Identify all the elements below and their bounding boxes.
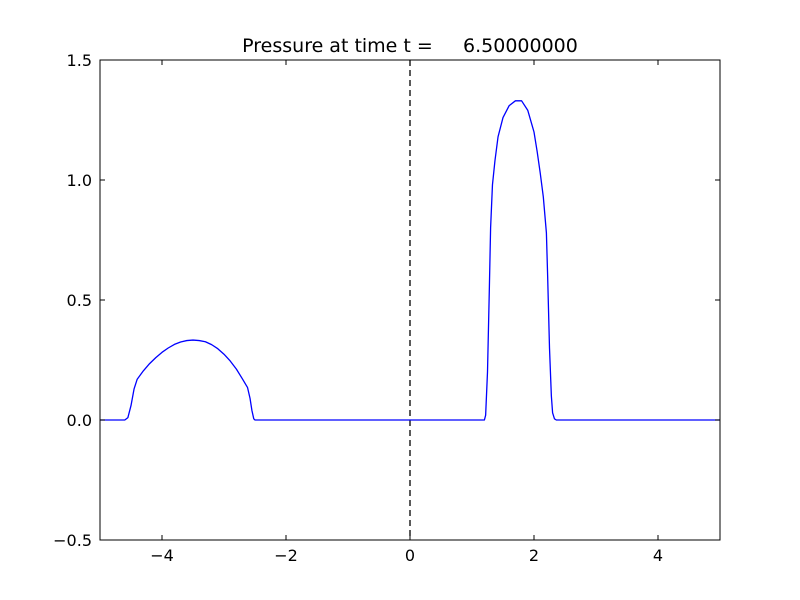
x-tick-label: 0 <box>405 546 415 565</box>
series-line-0 <box>100 100 720 421</box>
x-tick-label: 2 <box>529 546 539 565</box>
y-tick-label: 0.0 <box>67 411 92 430</box>
tick-labels: −4 −2 0 2 4 −0.5 0.0 0.5 1.0 1.5 <box>53 51 663 565</box>
series-layer <box>100 100 720 421</box>
y-tick-label: 1.5 <box>67 51 92 70</box>
axes-frame <box>99 59 721 541</box>
x-tick-label: −4 <box>150 546 174 565</box>
x-tick-label: −2 <box>274 546 298 565</box>
y-tick-label: 0.5 <box>67 291 92 310</box>
chart-title: Pressure at time t = 6.50000000 <box>242 35 578 57</box>
y-tick-label: −0.5 <box>53 531 92 550</box>
x-tick-label: 4 <box>653 546 663 565</box>
y-tick-label: 1.0 <box>67 171 92 190</box>
